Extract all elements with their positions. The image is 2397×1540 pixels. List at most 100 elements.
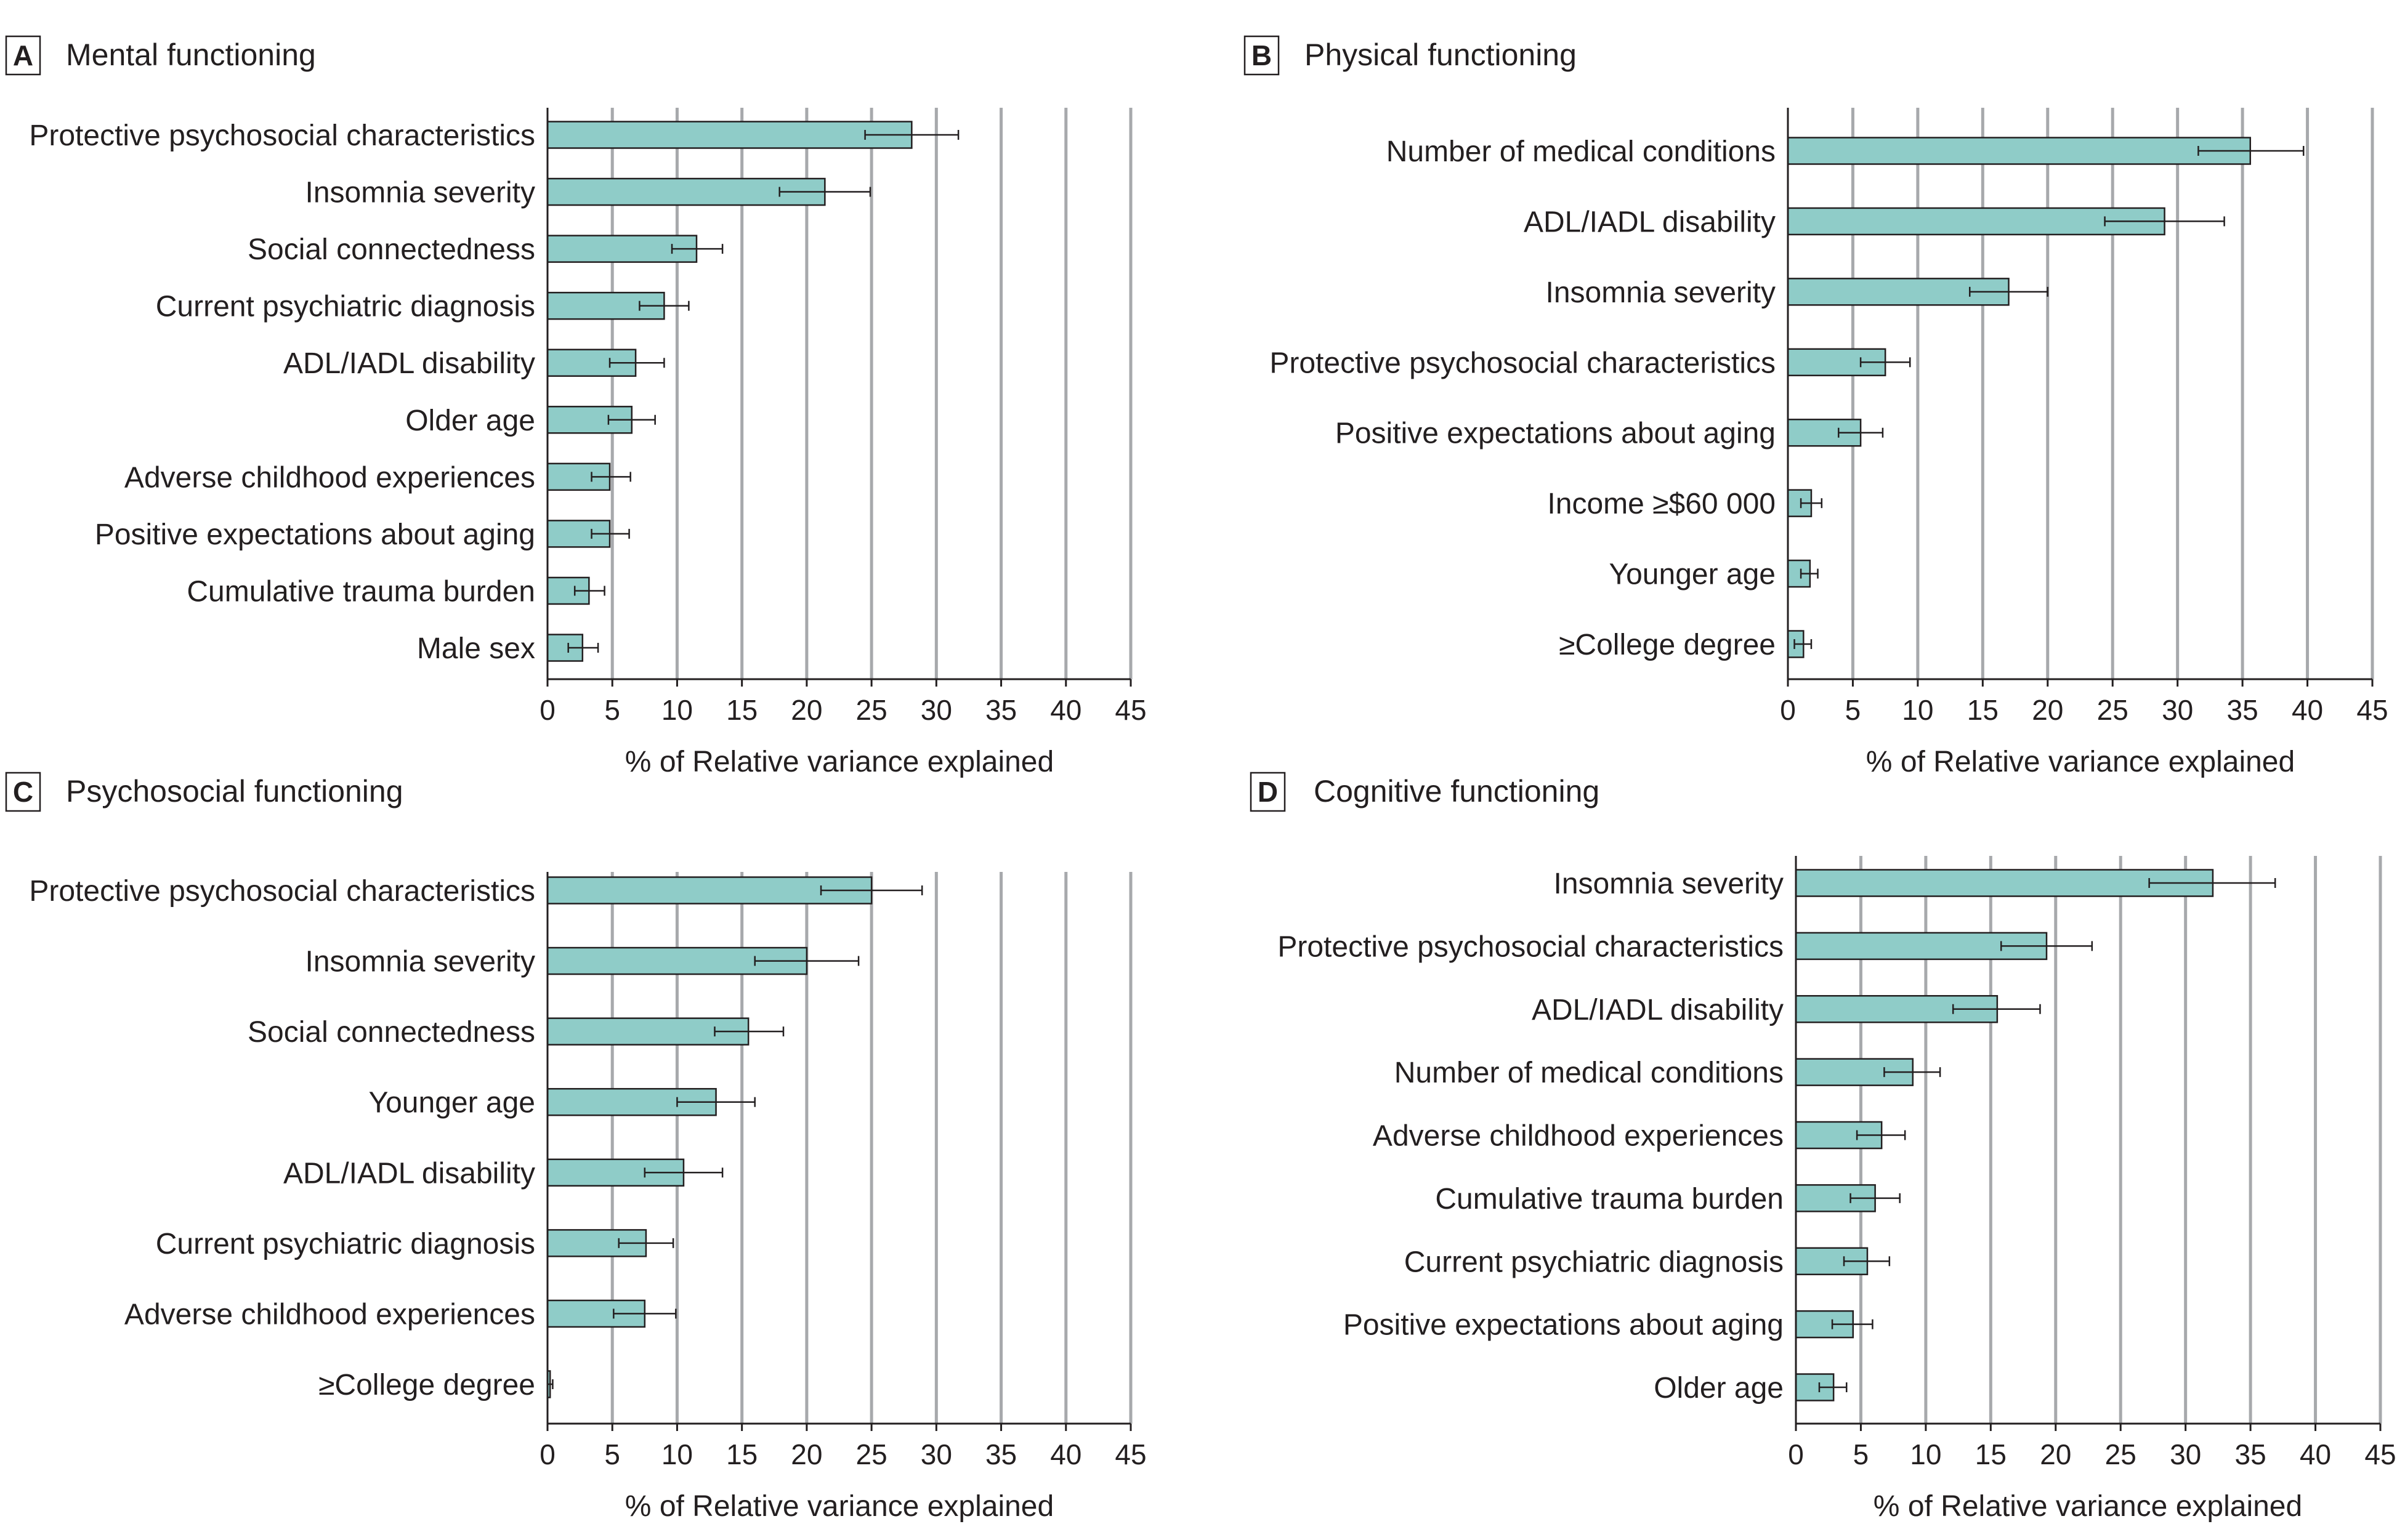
category-label-positive-expectations-about-aging: Positive expectations about aging <box>1335 417 1776 450</box>
category-label-insomnia-severity: Insomnia severity <box>305 946 535 978</box>
category-label-adverse-childhood-experiences: Adverse childhood experiences <box>124 461 535 494</box>
panel-d-cognitive-functioning: D Cognitive functioning Insomnia severit… <box>1250 772 2396 1523</box>
category-label-current-psychiatric-diagnosis: Current psychiatric diagnosis <box>156 291 535 323</box>
x-tick-label-10: 10 <box>1910 1438 1941 1470</box>
category-label-protective-psychosocial-characteristics: Protective psychosocial characteristics <box>29 119 535 152</box>
x-tick-label-0: 0 <box>1788 1438 1804 1470</box>
category-label-older-age: Older age <box>1654 1372 1784 1405</box>
bar-insomnia-severity <box>546 177 826 206</box>
bar-adl-iadl-disability <box>1787 207 2165 236</box>
panel-letter: C <box>13 776 33 808</box>
x-tick-label-15: 15 <box>726 1438 758 1470</box>
x-tick-label-35: 35 <box>2227 694 2258 726</box>
x-tick-label-40: 40 <box>1050 694 1081 726</box>
category-label-current-psychiatric-diagnosis: Current psychiatric diagnosis <box>1404 1246 1784 1278</box>
panel-title: Mental functioning <box>66 38 316 72</box>
panel-letter-box <box>5 772 41 812</box>
x-tick-label-25: 25 <box>856 1438 887 1470</box>
bar-younger-age <box>546 1087 717 1116</box>
x-tick-label-30: 30 <box>2170 1438 2201 1470</box>
category-label-number-of-medical-conditions: Number of medical conditions <box>1394 1057 1784 1089</box>
category-label-cumulative-trauma-burden: Cumulative trauma burden <box>1435 1183 1784 1215</box>
category-label-insomnia-severity: Insomnia severity <box>1546 276 1776 309</box>
x-tick-label-45: 45 <box>2356 694 2388 726</box>
category-label-cumulative-trauma-burden: Cumulative trauma burden <box>187 575 535 608</box>
x-axis-label: % of Relative variance explained <box>1874 1490 2302 1523</box>
category-label-younger-age: Younger age <box>1609 558 1776 591</box>
x-tick-label-20: 20 <box>791 694 822 726</box>
x-tick-label-30: 30 <box>921 694 952 726</box>
x-tick-label-20: 20 <box>2040 1438 2071 1470</box>
x-tick-label-45: 45 <box>2364 1438 2396 1470</box>
category-label-income-60-000: Income ≥$60 000 <box>1547 488 1776 520</box>
x-axis-label: % of Relative variance explained <box>625 746 1054 778</box>
panel-title: Physical functioning <box>1304 38 1577 72</box>
x-tick-label-15: 15 <box>726 694 758 726</box>
category-label-adl-iadl-disability: ADL/IADL disability <box>283 1157 535 1190</box>
x-tick-label-25: 25 <box>2105 1438 2136 1470</box>
category-label-adl-iadl-disability: ADL/IADL disability <box>1532 994 1784 1026</box>
x-tick-label-35: 35 <box>985 694 1017 726</box>
panel-title: Cognitive functioning <box>1314 774 1599 808</box>
x-tick-label-30: 30 <box>921 1438 952 1470</box>
x-tick-label-10: 10 <box>661 694 693 726</box>
category-label-social-connectedness: Social connectedness <box>248 233 535 266</box>
panel-letter-box <box>1243 35 1280 76</box>
x-tick-label-45: 45 <box>1115 694 1146 726</box>
x-tick-label-0: 0 <box>540 694 556 726</box>
x-axis-label: % of Relative variance explained <box>625 1490 1054 1523</box>
x-tick-label-0: 0 <box>1780 694 1796 726</box>
x-tick-label-40: 40 <box>2300 1438 2331 1470</box>
category-label-college-degree: ≥College degree <box>318 1369 535 1401</box>
category-label-adl-iadl-disability: ADL/IADL disability <box>1524 206 1776 238</box>
panel-letter: A <box>13 39 33 71</box>
category-label-male-sex: Male sex <box>417 632 535 665</box>
x-tick-label-15: 15 <box>1967 694 1999 726</box>
category-label-number-of-medical-conditions: Number of medical conditions <box>1386 135 1776 168</box>
category-label-positive-expectations-about-aging: Positive expectations about aging <box>95 518 535 551</box>
x-tick-label-5: 5 <box>604 1438 620 1470</box>
category-label-adverse-childhood-experiences: Adverse childhood experiences <box>1373 1120 1784 1153</box>
bar-adl-iadl-disability <box>1795 995 1999 1023</box>
panel-title: Psychosocial functioning <box>66 774 403 808</box>
category-label-protective-psychosocial-characteristics: Protective psychosocial characteristics <box>29 875 535 908</box>
x-tick-label-20: 20 <box>791 1438 822 1470</box>
x-tick-label-10: 10 <box>1902 694 1933 726</box>
x-tick-label-35: 35 <box>2235 1438 2266 1470</box>
x-axis-label: % of Relative variance explained <box>1866 746 2295 778</box>
x-tick-label-5: 5 <box>1845 694 1861 726</box>
x-tick-label-20: 20 <box>2032 694 2063 726</box>
x-tick-label-40: 40 <box>2292 694 2323 726</box>
category-label-insomnia-severity: Insomnia severity <box>1554 868 1784 900</box>
panel-a-mental-functioning: A Mental functioning Protective psychoso… <box>5 35 1147 778</box>
panel-letter: B <box>1251 39 1272 71</box>
category-label-social-connectedness: Social connectedness <box>248 1016 535 1049</box>
bar-protective-psychosocial-characteristics <box>546 121 913 149</box>
bar-number-of-medical-conditions <box>1787 137 2252 165</box>
category-label-college-degree: ≥College degree <box>1559 629 1776 661</box>
category-label-adl-iadl-disability: ADL/IADL disability <box>283 347 535 380</box>
x-tick-label-35: 35 <box>985 1438 1017 1470</box>
x-tick-label-45: 45 <box>1115 1438 1146 1470</box>
x-tick-label-40: 40 <box>1050 1438 1081 1470</box>
category-label-younger-age: Younger age <box>369 1087 536 1119</box>
x-tick-label-5: 5 <box>1853 1438 1869 1470</box>
category-label-current-psychiatric-diagnosis: Current psychiatric diagnosis <box>156 1228 535 1260</box>
category-label-positive-expectations-about-aging: Positive expectations about aging <box>1343 1309 1784 1342</box>
x-tick-label-5: 5 <box>604 694 620 726</box>
x-tick-label-0: 0 <box>540 1438 556 1470</box>
panel-letter: D <box>1258 776 1278 808</box>
panel-b-physical-functioning: B Physical functioning Number of medical… <box>1243 35 2388 778</box>
category-label-insomnia-severity: Insomnia severity <box>305 177 535 209</box>
category-label-protective-psychosocial-characteristics: Protective psychosocial characteristics <box>1277 930 1784 963</box>
x-tick-label-30: 30 <box>2162 694 2193 726</box>
bar-adverse-childhood-experiences <box>1795 1121 1883 1150</box>
category-label-protective-psychosocial-characteristics: Protective psychosocial characteristics <box>1269 347 1776 379</box>
panel-c-psychosocial-functioning: C Psychosocial functioning Protective ps… <box>5 772 1147 1523</box>
panel-letter-box <box>1250 772 1286 812</box>
category-label-older-age: Older age <box>405 405 535 437</box>
panel-letter-box <box>5 35 41 76</box>
x-tick-label-10: 10 <box>661 1438 693 1470</box>
x-tick-label-25: 25 <box>2097 694 2128 726</box>
